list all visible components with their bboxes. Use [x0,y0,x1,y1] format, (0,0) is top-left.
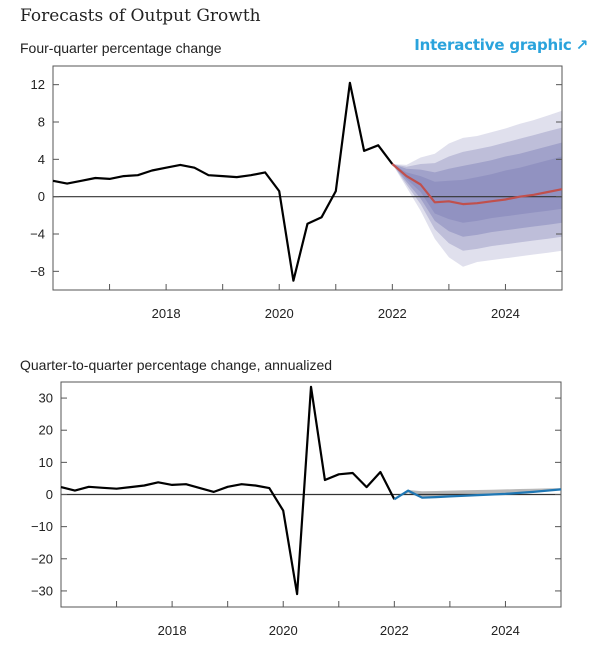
x-tick-label: 2020 [269,623,298,638]
y-tick-label: −10 [31,519,53,534]
x-tick-label: 2024 [491,623,520,638]
y-tick-label: −8 [30,264,45,279]
interactive-graphic-link[interactable]: Interactive graphic ↗ [414,36,588,54]
y-tick-label: 0 [46,487,53,502]
plot-frame [52,65,563,291]
x-tick-label: 2020 [265,306,294,321]
confidence-band-4 [392,156,562,223]
y-tick-label: 0 [38,189,45,204]
x-tick-label: 2018 [152,306,181,321]
history-series-line [52,81,394,282]
four-quarter-chart: 12 8 4 0 −4 −8 2018 2020 2022 2024 [30,65,563,321]
page-title: Forecasts of Output Growth [20,6,261,26]
y-tick-label: 30 [39,391,53,406]
y-tick-label: 10 [39,455,53,470]
chart-2-title: Quarter-to-quarter percentage change, an… [20,357,333,373]
y-tick-label: −20 [31,551,53,566]
forecast-series-line [393,488,562,501]
history-series-line [60,385,396,596]
x-tick-label: 2022 [380,623,409,638]
arrow-up-right-icon: ↗ [575,36,589,54]
forecast-series-line [391,163,563,206]
interactive-graphic-label: Interactive graphic [414,36,572,54]
y-tick-label: −30 [31,583,53,598]
y-tick-label: 8 [38,115,45,130]
y-tick-label: −4 [30,227,45,242]
y-tick-label: 20 [39,423,53,438]
chart-1-title: Four-quarter percentage change [20,40,222,56]
y-tick-label: 12 [31,77,45,92]
x-tick-label: 2018 [158,623,187,638]
x-tick-label: 2022 [378,306,407,321]
forecast-range-band [394,488,561,500]
x-tick-label: 2024 [491,306,520,321]
y-tick-label: 4 [38,152,45,167]
